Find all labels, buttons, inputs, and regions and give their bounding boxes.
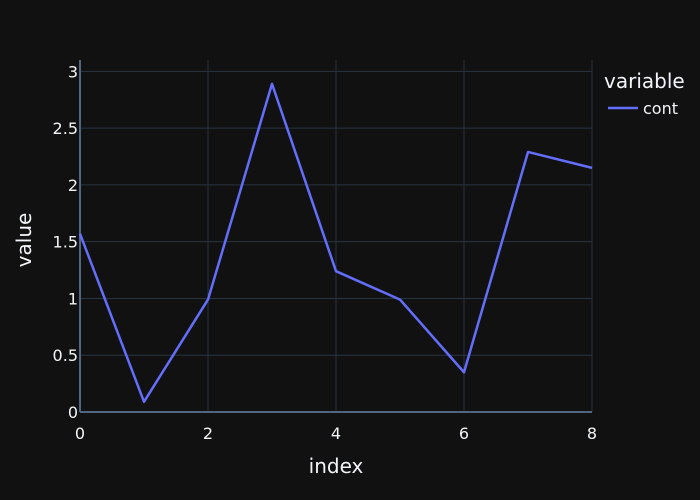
x-tick-label: 2 <box>203 424 213 443</box>
x-axis-ticks: 0 2 4 6 8 <box>75 424 597 443</box>
x-tick-label: 8 <box>587 424 597 443</box>
y-axis-ticks: 0 0.5 1 1.5 2 2.5 3 <box>53 62 78 422</box>
y-tick-label: 0 <box>68 403 78 422</box>
x-tick-label: 0 <box>75 424 85 443</box>
legend-label: cont <box>643 99 678 118</box>
y-tick-label: 3 <box>68 62 78 81</box>
gridlines <box>79 60 593 413</box>
x-tick-label: 4 <box>331 424 341 443</box>
y-tick-label: 0.5 <box>53 346 78 365</box>
y-axis-title: value <box>12 213 36 268</box>
legend-title: variable <box>604 69 685 93</box>
y-tick-label: 1.5 <box>53 233 78 252</box>
y-tick-label: 1 <box>68 289 78 308</box>
series-line-cont <box>78 82 593 404</box>
y-tick-label: 2.5 <box>53 119 78 138</box>
y-tick-label: 2 <box>68 176 78 195</box>
series-lines <box>78 82 593 404</box>
legend: variable cont <box>604 69 685 118</box>
x-tick-label: 6 <box>459 424 469 443</box>
x-axis-title: index <box>309 454 364 478</box>
